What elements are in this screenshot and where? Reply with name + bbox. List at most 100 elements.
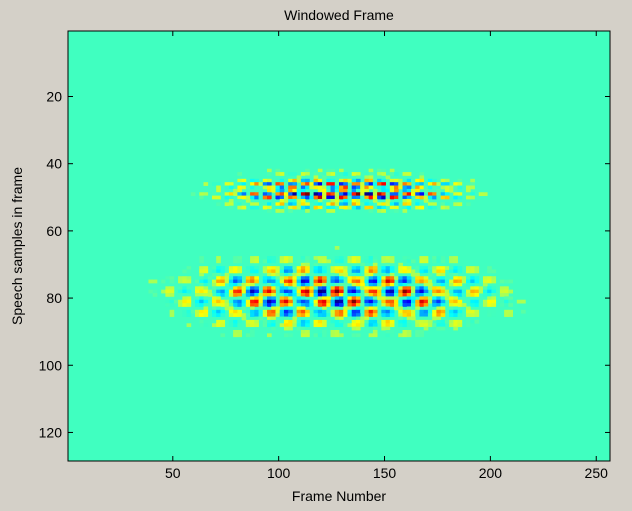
heatmap-cell — [199, 192, 204, 197]
heatmap-cell — [305, 266, 310, 270]
heatmap-cell — [432, 279, 437, 284]
heatmap-cell — [372, 188, 378, 193]
heatmap-cell — [267, 293, 272, 297]
heatmap-cell — [415, 185, 420, 190]
heatmap-cell — [504, 303, 509, 307]
heatmap-cell — [279, 296, 285, 301]
heatmap-cell — [355, 256, 361, 260]
heatmap-cell — [296, 259, 302, 264]
heatmap-cell — [419, 316, 425, 321]
heatmap-cell — [406, 178, 412, 183]
heatmap-cell — [233, 286, 238, 291]
heatmap-cell — [233, 329, 238, 334]
heatmap-cell — [271, 282, 276, 287]
heatmap-cell — [283, 293, 289, 297]
heatmap-cell — [402, 209, 408, 213]
heatmap-cell — [334, 269, 340, 274]
heatmap-cell — [419, 195, 425, 200]
heatmap-cell — [169, 279, 175, 284]
heatmap-cell — [300, 289, 306, 294]
heatmap-cell — [381, 279, 386, 284]
heatmap-cell — [262, 303, 268, 307]
heatmap-cell — [309, 299, 314, 304]
heatmap-cell — [207, 279, 213, 284]
heatmap-cell — [343, 266, 348, 270]
heatmap-cell — [271, 269, 276, 274]
heatmap-cell — [440, 279, 446, 284]
heatmap-cell — [389, 293, 395, 297]
heatmap-cell — [351, 333, 357, 338]
heatmap-cell — [334, 316, 340, 321]
heatmap-cell — [436, 188, 442, 193]
heatmap-cell — [444, 192, 450, 197]
heatmap-cell — [178, 289, 183, 294]
heatmap-cell — [334, 309, 340, 314]
heatmap-cell — [457, 195, 463, 200]
heatmap-cell — [283, 296, 289, 301]
heatmap-cell — [330, 209, 336, 213]
heatmap-cell — [250, 178, 255, 183]
heatmap-cell — [267, 266, 272, 270]
heatmap-cell — [211, 299, 217, 304]
heatmap-cell — [427, 313, 433, 317]
heatmap-cell — [415, 333, 420, 338]
heatmap-cell — [482, 303, 488, 307]
heatmap-cell — [470, 323, 475, 328]
heatmap-cell — [385, 185, 391, 190]
heatmap-cell — [389, 323, 395, 328]
heatmap-cell — [211, 306, 217, 311]
heatmap-cell — [305, 289, 310, 294]
heatmap-cell — [347, 256, 353, 260]
heatmap-cell — [228, 202, 234, 207]
heatmap-cell — [296, 326, 302, 331]
heatmap-cell — [457, 299, 463, 304]
heatmap-cell — [389, 279, 395, 284]
heatmap-cell — [432, 182, 437, 186]
heatmap-cell — [423, 269, 429, 274]
heatmap-cell — [406, 276, 412, 280]
heatmap-cell — [419, 175, 425, 180]
heatmap-cell — [355, 289, 361, 294]
heatmap-cell — [334, 319, 340, 324]
heatmap-cell — [339, 256, 344, 260]
heatmap-cell — [169, 299, 175, 304]
heatmap-cell — [186, 303, 192, 307]
heatmap-cell — [228, 182, 234, 186]
heatmap-cell — [355, 202, 361, 207]
heatmap-cell — [372, 279, 378, 284]
heatmap-cell — [279, 269, 285, 274]
heatmap-cell — [440, 296, 446, 301]
heatmap-cell — [254, 316, 259, 321]
heatmap-cell — [203, 313, 209, 317]
heatmap-cell — [372, 269, 378, 274]
heatmap-cell — [423, 185, 429, 190]
heatmap-cell — [339, 319, 344, 324]
heatmap-cell — [436, 182, 442, 186]
heatmap-cell — [423, 309, 429, 314]
heatmap-cell — [491, 279, 497, 284]
heatmap-cell — [406, 329, 412, 334]
heatmap-cell — [389, 303, 395, 307]
heatmap-cell — [440, 178, 446, 183]
heatmap-cell — [457, 269, 463, 274]
heatmap-cell — [237, 282, 243, 287]
heatmap-cell — [288, 279, 293, 284]
heatmap-cell — [283, 185, 289, 190]
heatmap-cell — [313, 333, 319, 338]
heatmap-cell — [440, 293, 446, 297]
heatmap-cell — [487, 303, 492, 307]
heatmap-cell — [275, 188, 281, 193]
heatmap-cell — [216, 323, 221, 328]
heatmap-cell — [343, 299, 348, 304]
heatmap-cell — [389, 276, 395, 280]
heatmap-cell — [410, 309, 416, 314]
heatmap-cell — [283, 279, 289, 284]
heatmap-cell — [288, 256, 293, 260]
heatmap-cell — [436, 279, 442, 284]
heatmap-cell — [453, 188, 458, 193]
heatmap-cell — [237, 276, 243, 280]
heatmap-cell — [389, 329, 395, 334]
heatmap-cell — [322, 329, 327, 334]
heatmap-cell — [487, 313, 492, 317]
heatmap-cell — [322, 282, 327, 287]
